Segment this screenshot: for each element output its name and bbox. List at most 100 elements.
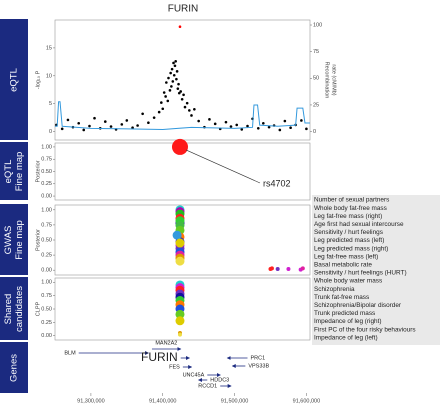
point [185,101,189,105]
annotation: rs4702 [263,178,291,188]
point [256,126,260,130]
y-tick-label: 0.50 [41,306,52,312]
sidebar-label: Fine map [14,152,25,192]
point [183,105,187,109]
point [170,67,174,71]
recombination-line [55,101,310,130]
sidebar-band [0,277,28,340]
y-axis-label: Posterior [35,160,41,182]
sidebar-label: Shared [3,294,14,325]
point [103,120,107,123]
point [286,266,291,271]
point [300,119,303,122]
legend-entry: First PC of the four risky behaviours [314,326,416,333]
y2-tick-label: 100 [313,22,322,28]
legend-entry: Leg predicted mass (right) [314,245,388,252]
legend-entry: Sensitivity / hurt feelings [314,229,383,236]
y2-tick-label: 75 [313,49,319,55]
sidebar-label: eQTL [9,68,20,92]
y-axis-label: -log₁₀ P [35,70,41,89]
y2-tick-label: 50 [313,76,319,82]
point [141,112,144,116]
point [136,124,139,127]
point [289,126,292,130]
sidebar-band [0,142,28,200]
point [173,64,177,68]
y-tick-label: 0.75 [41,222,52,228]
legend-entry: Sensitivity / hurt feelings (HURT) [314,270,407,277]
y-tick-label: 5 [49,101,52,107]
point [176,87,180,90]
point [224,120,228,124]
point [177,82,180,86]
point [167,76,170,80]
point [175,309,185,319]
legend-entry: Leg fat-free mass (left) [314,253,378,260]
y-tick-label: 1.00 [41,144,52,150]
point [178,25,182,28]
annotation-leader [185,149,261,184]
point [147,121,150,124]
gene-label: HDDC3 [210,377,229,383]
point [164,95,167,98]
sidebar-band [0,204,28,275]
point [160,101,163,104]
point [177,332,182,337]
y-tick-label: 0.00 [41,268,52,274]
x-tick-label: 91,300,000 [77,398,105,404]
point [193,108,196,111]
point [165,81,168,84]
point [125,119,129,122]
gene-label: MAN2A2 [155,340,177,346]
point [168,89,172,92]
point [157,110,161,114]
legend-entry: Leg fat-free mass (right) [314,213,382,220]
y-tick-label: 0.50 [41,237,52,243]
point [197,119,200,123]
y2-tick-label: 25 [313,102,319,108]
legend-box [312,195,440,345]
panel-frame [54,19,311,141]
legend-entry: Whole body fat-free mass [314,205,387,212]
gene-label: RCCD1 [198,383,217,389]
point [190,114,193,117]
point [66,118,70,122]
x-tick-label: 91,500,000 [221,398,249,404]
legend-entry: Trunk predicted mass [314,310,375,317]
point [152,116,156,119]
point [269,266,274,271]
y-tick-label: 0.25 [41,181,52,187]
legend-entry: Trunk fat-free mass [314,294,369,301]
y-tick-label: 10 [46,73,52,79]
gene-label: FES [169,364,180,370]
point [213,122,217,126]
point [171,138,188,155]
sidebar-label: candidates [14,286,25,332]
y-tick-label: 0.50 [41,169,52,175]
legend-entry: Leg predicted mass (left) [314,237,384,244]
point [175,316,185,326]
point [172,61,175,65]
point [188,109,191,112]
point [175,238,185,248]
point [246,124,249,128]
point [77,121,81,125]
gene-label: FURIN [141,350,178,364]
point [88,124,91,128]
point [174,60,177,63]
point [278,128,282,132]
point [60,127,64,131]
point [120,123,124,126]
sidebar-label: eQTL [3,160,14,184]
y-tick-label: 1.00 [41,207,52,213]
point [283,119,287,123]
point [180,97,184,101]
point [208,118,211,121]
point [305,127,308,131]
point [300,266,305,271]
x-tick-label: 91,400,000 [149,398,177,404]
point [93,116,96,120]
point [172,73,176,77]
y-axis-label: Posterior [35,229,41,251]
point [175,256,185,266]
